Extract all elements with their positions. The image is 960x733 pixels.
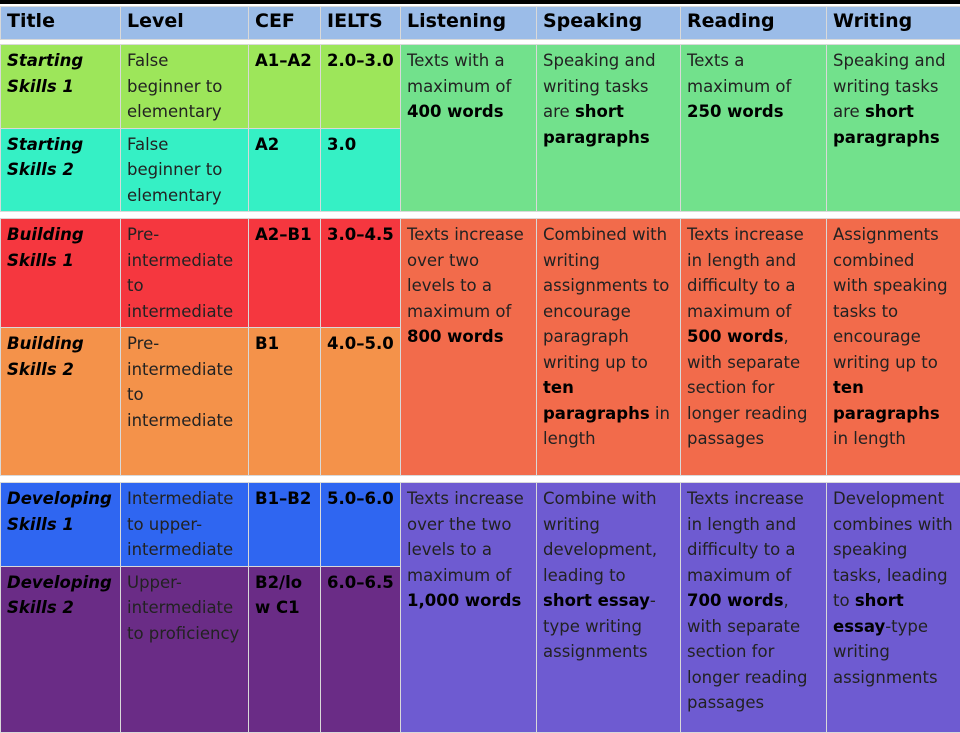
listening-bold: 800 words xyxy=(407,327,504,346)
table-row-building-1: Building Skills 1 Pre-intermediate to in… xyxy=(1,219,960,328)
ielts-cell: 4.0–5.0 xyxy=(321,328,401,476)
writing-text: Assignments combined with speaking tasks… xyxy=(833,225,948,372)
header-listening: Listening xyxy=(401,7,537,40)
header-ielts: IELTS xyxy=(321,7,401,40)
listening-cell: Texts with a maximum of 400 words xyxy=(401,45,537,212)
ielts-cell: 3.0 xyxy=(321,128,401,212)
header-title: Title xyxy=(1,7,121,40)
title-cell: Developing Skills 2 xyxy=(1,566,121,732)
writing-text-end: in length xyxy=(833,429,906,448)
writing-bold: ten paragraphs xyxy=(833,378,940,423)
spacer xyxy=(1,476,960,483)
title-cell: Starting Skills 1 xyxy=(1,45,121,129)
header-speaking: Speaking xyxy=(537,7,681,40)
listening-text: Texts with a maximum of xyxy=(407,51,511,96)
header-reading: Reading xyxy=(681,7,827,40)
header-row: Title Level CEF IELTS Listening Speaking… xyxy=(1,7,960,40)
level-cell: False beginner to elementary xyxy=(121,45,249,129)
reading-bold: 700 words xyxy=(687,591,784,610)
speaking-text: Combine with writing development, leadin… xyxy=(543,489,657,585)
cef-cell: A2 xyxy=(249,128,321,212)
ielts-cell: 5.0–6.0 xyxy=(321,483,401,567)
writing-cell: Development combines with speaking tasks… xyxy=(827,483,960,733)
speaking-cell: Combine with writing development, leadin… xyxy=(537,483,681,733)
speaking-cell: Combined with writing assignments to enc… xyxy=(537,219,681,476)
top-border xyxy=(0,0,960,4)
ielts-cell: 2.0–3.0 xyxy=(321,45,401,129)
speaking-text: Combined with writing assignments to enc… xyxy=(543,225,669,372)
title-cell: Building Skills 1 xyxy=(1,219,121,328)
speaking-bold: ten paragraphs xyxy=(543,378,650,423)
cef-cell: B1 xyxy=(249,328,321,476)
cef-cell: B2/low C1 xyxy=(249,566,321,732)
reading-cell: Texts increase in length and difficulty … xyxy=(681,483,827,733)
level-cell: Intermediate to upper-intermediate xyxy=(121,483,249,567)
table-row-developing-1: Developing Skills 1 Intermediate to uppe… xyxy=(1,483,960,567)
header-level: Level xyxy=(121,7,249,40)
listening-bold: 1,000 words xyxy=(407,591,521,610)
header-writing: Writing xyxy=(827,7,960,40)
header-cef: CEF xyxy=(249,7,321,40)
listening-bold: 400 words xyxy=(407,102,504,121)
speaking-cell: Speaking and writing tasks are short par… xyxy=(537,45,681,212)
listening-text: Texts increase over the two levels to a … xyxy=(407,489,524,585)
writing-cell: Assignments combined with speaking tasks… xyxy=(827,219,960,476)
reading-text: Texts increase in length and difficulty … xyxy=(687,489,804,585)
listening-text: Texts increase over two levels to a maxi… xyxy=(407,225,524,321)
course-levels-table: Title Level CEF IELTS Listening Speaking… xyxy=(0,6,960,733)
cef-cell: A1–A2 xyxy=(249,45,321,129)
cef-cell: A2–B1 xyxy=(249,219,321,328)
ielts-cell: 6.0–6.5 xyxy=(321,566,401,732)
level-cell: Upper-intermediate to proficiency xyxy=(121,566,249,732)
level-cell: Pre-intermediate to intermediate xyxy=(121,328,249,476)
listening-cell: Texts increase over the two levels to a … xyxy=(401,483,537,733)
reading-text: Texts a maximum of xyxy=(687,51,791,96)
writing-cell: Speaking and writing tasks are short par… xyxy=(827,45,960,212)
reading-cell: Texts a maximum of 250 words xyxy=(681,45,827,212)
table-row-starting-1: Starting Skills 1 False beginner to elem… xyxy=(1,45,960,129)
cef-cell: B1–B2 xyxy=(249,483,321,567)
reading-bold: 500 words xyxy=(687,327,784,346)
level-cell: False beginner to elementary xyxy=(121,128,249,212)
spacer xyxy=(1,212,960,219)
ielts-cell: 3.0–4.5 xyxy=(321,219,401,328)
title-cell: Building Skills 2 xyxy=(1,328,121,476)
title-cell: Developing Skills 1 xyxy=(1,483,121,567)
reading-text: Texts increase in length and difficulty … xyxy=(687,225,804,321)
speaking-bold: short essay xyxy=(543,591,650,610)
reading-cell: Texts increase in length and difficulty … xyxy=(681,219,827,476)
level-cell: Pre-intermediate to intermediate xyxy=(121,219,249,328)
title-cell: Starting Skills 2 xyxy=(1,128,121,212)
listening-cell: Texts increase over two levels to a maxi… xyxy=(401,219,537,476)
reading-bold: 250 words xyxy=(687,102,784,121)
